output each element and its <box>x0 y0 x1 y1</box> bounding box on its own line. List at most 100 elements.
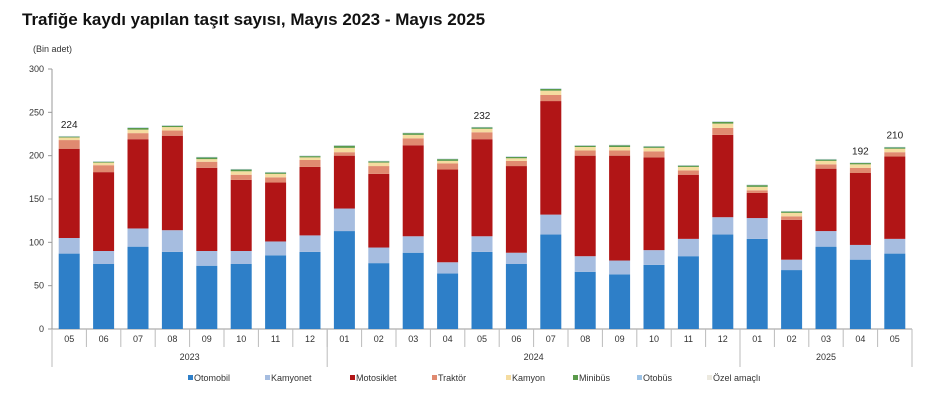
bar-segment-otomobil <box>402 252 424 329</box>
bar-segment-otomobil <box>196 265 218 329</box>
x-tick-label: 04 <box>855 334 865 344</box>
bar-segment-trakt-r <box>712 127 734 135</box>
bar-segment-motosiklet <box>471 139 493 237</box>
bar-segment-minib-s <box>368 161 390 163</box>
bar-segment-otomobil <box>574 271 596 329</box>
bar-segment-otomobil <box>299 251 321 329</box>
bar-segment-trakt-r <box>574 150 596 156</box>
bar-segment-kamyonet <box>505 252 527 264</box>
bar-segment-otomobil <box>781 270 803 329</box>
bar-segment-kamyonet <box>471 236 493 252</box>
bar-segment-otomobil <box>540 234 562 329</box>
bar-segment-minib-s <box>127 127 149 130</box>
bar-segment-minib-s <box>93 161 115 163</box>
bar-segment-motosiklet <box>574 155 596 257</box>
x-tick-label: 05 <box>477 334 487 344</box>
bar-total-label: 224 <box>61 120 78 131</box>
bar-segment-motosiklet <box>437 169 459 263</box>
bar-segment-motosiklet <box>230 179 252 251</box>
bar-segment-kamyonet <box>230 251 252 264</box>
y-tick-label: 50 <box>34 281 44 291</box>
legend-swatch <box>637 375 642 380</box>
bar-segment-minib-s <box>884 147 906 149</box>
bar-segment-kamyonet <box>815 231 837 247</box>
bar-segment-motosiklet <box>781 219 803 260</box>
bar-segment-kamyon <box>609 147 631 151</box>
bar-segment-trakt-r <box>58 140 80 149</box>
bar-segment-kamyon <box>437 160 459 164</box>
x-tick-label: 10 <box>649 334 659 344</box>
bar-segment-trakt-r <box>127 133 149 140</box>
legend-swatch <box>573 375 578 380</box>
bar-segment-kamyonet <box>677 238 699 257</box>
bar-segment-minib-s <box>712 121 734 124</box>
bar-segment-minib-s <box>161 125 183 128</box>
bar-segment-minib-s <box>471 127 493 129</box>
bar-segment-trakt-r <box>402 138 424 146</box>
x-tick-label: 07 <box>546 334 556 344</box>
bar-segment-kamyon <box>849 164 871 168</box>
x-tick-label: 01 <box>339 334 349 344</box>
bar-segment-trakt-r <box>746 190 768 193</box>
x-tick-label: 07 <box>133 334 143 344</box>
bar-segment-otomobil <box>505 264 527 329</box>
y-tick-label: 100 <box>29 237 44 247</box>
bar-segment-motosiklet <box>127 139 149 229</box>
legend-swatch <box>506 375 511 380</box>
bar-segment-kamyon <box>161 127 183 131</box>
bar-segment-otomobil <box>677 256 699 329</box>
bar-segment-kamyonet <box>849 244 871 260</box>
year-label: 2025 <box>816 352 836 362</box>
x-tick-label: 09 <box>202 334 212 344</box>
legend-swatch <box>265 375 270 380</box>
x-tick-label: 11 <box>271 334 280 344</box>
bar-segment-kamyon <box>127 129 149 134</box>
chart-title: Trafiğe kaydı yapılan taşıt sayısı, Mayı… <box>22 10 486 29</box>
bar-segment-otomobil <box>643 264 665 329</box>
legend-item: Motosiklet <box>356 373 397 383</box>
x-tick-label: 11 <box>684 334 693 344</box>
bar-total-label: 210 <box>886 131 903 142</box>
legend-item: Kamyonet <box>271 373 312 383</box>
bar-segment-kamyonet <box>712 217 734 235</box>
bar-segment-kamyonet <box>609 260 631 275</box>
legend-swatch <box>432 375 437 380</box>
year-label: 2024 <box>524 352 544 362</box>
bar-segment-trakt-r <box>677 170 699 175</box>
x-tick-label: 02 <box>374 334 384 344</box>
bar-segment-otomobil <box>230 264 252 329</box>
bar-segment-otomobil <box>93 264 115 329</box>
bar-segment-otomobil <box>127 246 149 329</box>
bar-segment-motosiklet <box>196 167 218 251</box>
bar-segment-otomobil <box>815 246 837 329</box>
bar-segment-kamyonet <box>402 236 424 253</box>
bar-segment-kamyon <box>677 166 699 171</box>
y-tick-label: 300 <box>29 64 44 74</box>
bar-segment-trakt-r <box>265 177 287 183</box>
bar-segment-motosiklet <box>540 101 562 215</box>
bar-segment-trakt-r <box>93 165 115 173</box>
x-tick-label: 12 <box>305 334 315 344</box>
y-tick-label: 150 <box>29 194 44 204</box>
bar-segment-kamyon <box>230 171 252 175</box>
legend-swatch <box>188 375 193 380</box>
bar-segment-kamyonet <box>333 208 355 232</box>
bar-segment-otomobil <box>437 273 459 329</box>
bar-segment-kamyonet <box>540 214 562 235</box>
bar-segment-trakt-r <box>161 130 183 136</box>
legend-item: Kamyon <box>512 373 545 383</box>
bar-segment-kamyonet <box>746 218 768 239</box>
bar-segment-kamyonet <box>93 251 115 264</box>
x-tick-label: 01 <box>752 334 762 344</box>
bar-segment-kamyon <box>643 147 665 152</box>
bar-segment-motosiklet <box>643 157 665 251</box>
bar-segment-minib-s <box>196 157 218 160</box>
x-tick-label: 03 <box>408 334 418 344</box>
bar-segment-kamyon <box>574 147 596 151</box>
bar-segment-otomobil <box>712 234 734 329</box>
bar-segment-motosiklet <box>609 155 631 261</box>
bar-segment-kamyonet <box>161 230 183 252</box>
bar-segment-otomobil <box>161 251 183 329</box>
bar-segment-motosiklet <box>58 148 80 238</box>
